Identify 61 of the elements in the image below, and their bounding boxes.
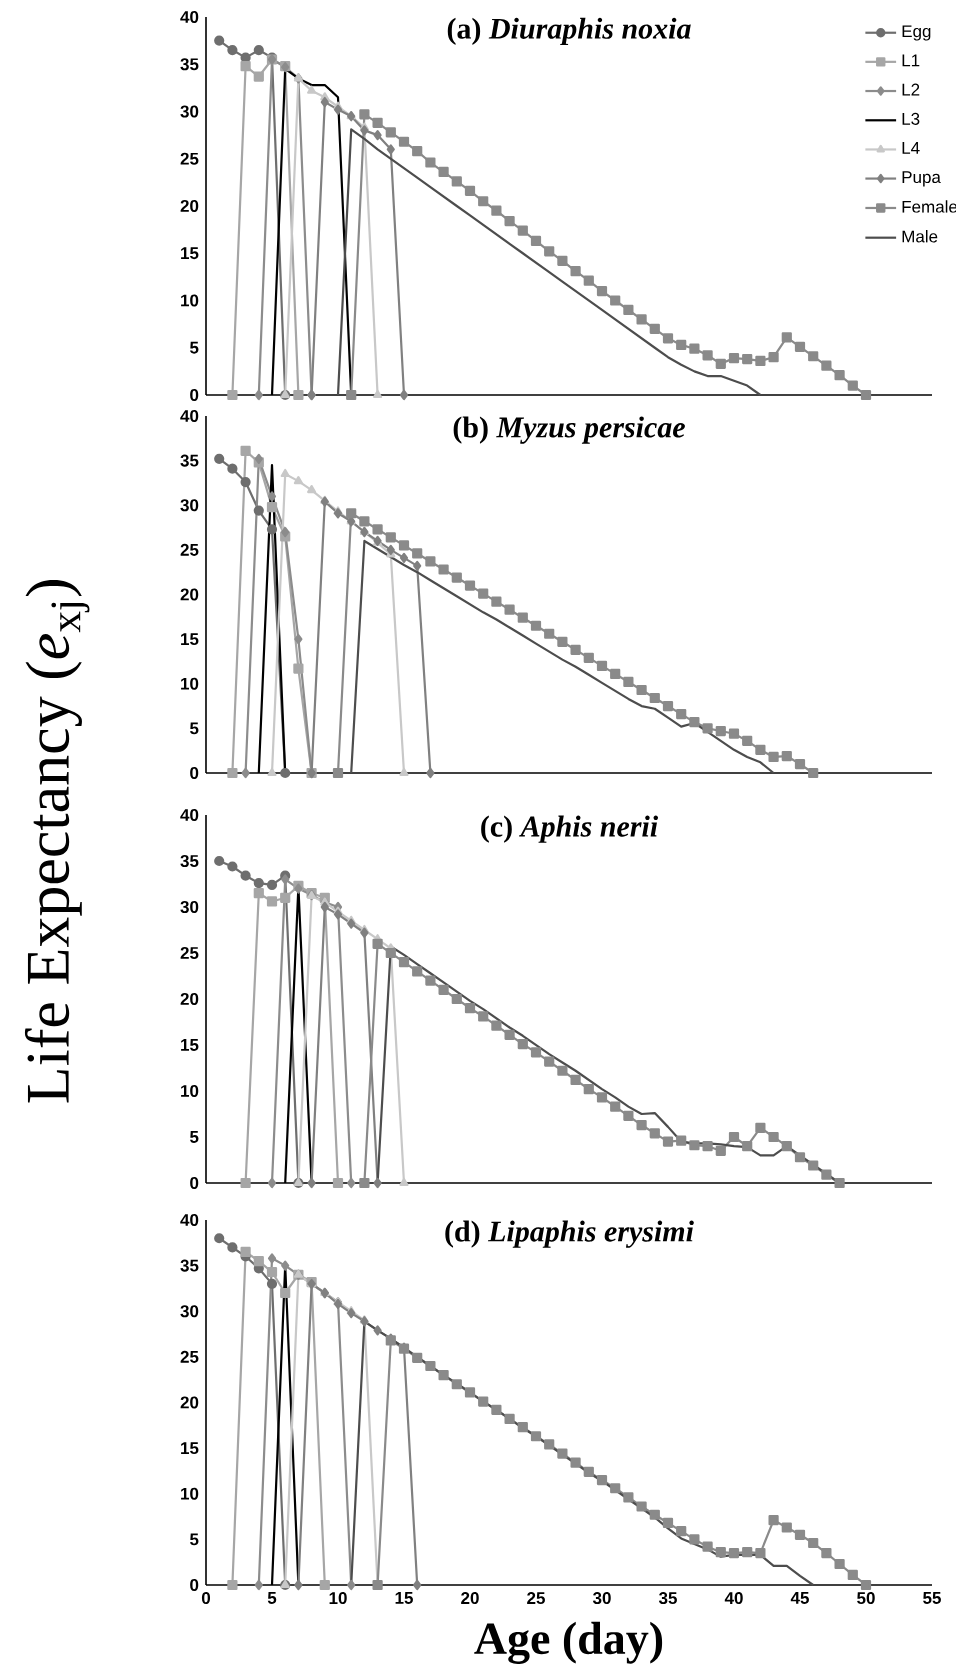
x-tick-label: 35 xyxy=(658,1592,677,1605)
y-tick-label: 20 xyxy=(180,1396,199,1409)
y-tick-label: 0 xyxy=(190,766,199,779)
y-tick-label: 20 xyxy=(180,992,199,1005)
y-tick-label: 0 xyxy=(190,1578,199,1591)
y-tick-label: 0 xyxy=(190,1176,199,1189)
y-tick-label: 15 xyxy=(181,247,199,260)
y-tick-label: 35 xyxy=(180,854,199,868)
chart-title: (d) Lipaphis erysimi xyxy=(445,1220,694,1248)
y-axis-title: Life Expectancy (e$_{xj}$) xyxy=(24,580,90,1103)
legend-label: L3 xyxy=(902,112,920,125)
x-tick-label: 20 xyxy=(461,1592,479,1605)
legend-label: Egg xyxy=(902,25,931,41)
y-tick-label: 20 xyxy=(180,199,199,212)
x-tick-label: 55 xyxy=(923,1592,941,1604)
y-tick-label: 5 xyxy=(190,341,199,354)
y-tick-label: 35 xyxy=(180,58,199,71)
x-tick-label: 40 xyxy=(724,1592,743,1605)
legend-label: Pupa xyxy=(902,171,941,187)
chart-title: (c) Aphis nerii xyxy=(481,815,659,843)
x-axis-title: Age (day) xyxy=(474,1621,663,1664)
legend-label: Male xyxy=(902,230,938,243)
y-tick-label: 35 xyxy=(180,454,199,467)
y-tick-label: 15 xyxy=(181,633,199,646)
y-tick-label: 25 xyxy=(180,152,199,165)
y-tick-label: 10 xyxy=(181,1487,199,1500)
x-tick-label: 50 xyxy=(857,1592,875,1605)
x-tick-label: 15 xyxy=(395,1592,413,1604)
y-tick-label: 30 xyxy=(180,499,199,512)
x-tick-label: 45 xyxy=(790,1592,809,1604)
y-tick-label: 40 xyxy=(180,10,199,23)
y-tick-label: 0 xyxy=(190,388,199,401)
y-tick-label: 40 xyxy=(180,409,199,422)
legend-label: L4 xyxy=(902,142,920,154)
x-tick-label: 25 xyxy=(527,1592,545,1605)
y-tick-label: 30 xyxy=(180,105,199,118)
legend-label: L2 xyxy=(902,83,920,96)
chart-title: (b) Myzus persicae xyxy=(453,416,685,444)
x-tick-label: 30 xyxy=(592,1592,611,1605)
x-tick-label: 10 xyxy=(329,1592,347,1605)
y-tick-label: 15 xyxy=(181,1442,199,1455)
y-tick-label: 40 xyxy=(180,808,199,821)
y-tick-label: 30 xyxy=(180,1305,199,1318)
chart-title: (a) Diuraphis noxia xyxy=(447,17,691,45)
y-tick-label: 25 xyxy=(180,946,199,959)
y-tick-label: 5 xyxy=(190,722,199,735)
legend-label: L1 xyxy=(902,54,920,67)
y-tick-label: 25 xyxy=(180,543,199,556)
y-tick-label: 5 xyxy=(190,1131,199,1143)
y-tick-label: 25 xyxy=(180,1350,199,1363)
y-tick-label: 10 xyxy=(181,294,199,307)
y-tick-label: 5 xyxy=(190,1533,199,1546)
x-tick-label: 0 xyxy=(201,1592,211,1605)
y-tick-label: 35 xyxy=(180,1259,199,1272)
y-tick-label: 10 xyxy=(181,1084,199,1097)
y-tick-label: 30 xyxy=(180,900,199,914)
y-tick-label: 40 xyxy=(180,1214,199,1227)
x-tick-label: 5 xyxy=(267,1592,277,1604)
y-tick-label: 15 xyxy=(181,1039,199,1051)
y-tick-label: 20 xyxy=(180,588,199,601)
y-tick-label: 10 xyxy=(181,677,199,690)
